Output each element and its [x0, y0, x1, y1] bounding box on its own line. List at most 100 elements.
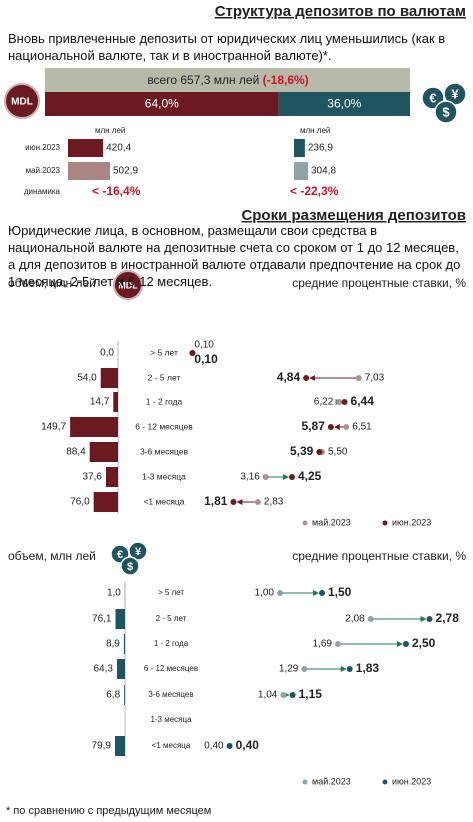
volume-bar: [100, 368, 118, 388]
rate-may-label: 0,10: [194, 340, 214, 351]
row-label: динамика: [24, 187, 61, 196]
rate-may-dot: [334, 641, 341, 647]
rate-may-dot: [367, 616, 374, 622]
section-text: Юридические лица, в основном, размещали …: [8, 223, 461, 289]
rate-may-label: 7,03: [365, 373, 385, 384]
rate-jun-label: 4,84: [277, 370, 301, 384]
share-label: 64,0%: [145, 97, 179, 111]
rate-jun-label: 5,87: [302, 419, 326, 433]
term-label: 6 - 12 месяцев: [144, 664, 198, 673]
term-label: 2 - 5 лет: [156, 614, 187, 623]
coin-symbol: $: [442, 104, 450, 119]
rate-jun-dot: [341, 399, 348, 405]
rate-may-label: 5,50: [328, 447, 348, 458]
volume-label: объем, млн лей: [8, 276, 96, 290]
rate-jun-dot: [346, 666, 353, 672]
volume-label: 54,0: [77, 373, 97, 384]
rate-jun-label: 0,10: [194, 352, 218, 366]
term-label: > 5 лет: [150, 347, 178, 357]
mdl-icon-text: MDL: [118, 280, 138, 290]
coin: [128, 541, 148, 561]
row-label: июн.2023: [25, 143, 60, 152]
legend-label: июн.2023: [392, 517, 431, 527]
rate-jun-label: 0,40: [236, 738, 260, 752]
value-label: 420,4: [106, 143, 131, 154]
volume-label: объем, млн лей: [8, 549, 96, 563]
legend-dot: [302, 520, 308, 526]
volume-label: 6,8: [106, 690, 120, 701]
rate-jun-label: 5,39: [290, 444, 314, 458]
rate-may-label: 2,08: [345, 614, 365, 625]
rate-may-label: 0,40: [204, 741, 224, 752]
rate-jun-label: 1,15: [299, 687, 323, 701]
coin-symbol: ¥: [135, 546, 142, 558]
intro: Вновь привлеченные депозиты от юридическ…: [8, 31, 446, 63]
rate-jun-label: 4,25: [298, 469, 322, 483]
volume-label: 149,7: [41, 422, 66, 433]
bar: [68, 139, 104, 157]
rate-jun-label: 1,81: [204, 494, 228, 508]
term-label: 2 - 5 лет: [148, 372, 181, 382]
rate-jun-dot: [303, 375, 310, 381]
rate-may-label: 1,69: [312, 639, 332, 650]
volume-bar: [115, 736, 125, 756]
volume-bar: [124, 685, 125, 705]
volume-label: 79,9: [92, 741, 112, 752]
rate-may-dot: [277, 590, 283, 596]
term-label: 6 - 12 месяцев: [135, 421, 193, 431]
volume-bar: [123, 634, 125, 654]
volume-bar: [93, 492, 118, 512]
rate-may-label: 3,16: [240, 472, 260, 483]
rate-may-dot: [254, 499, 261, 505]
volume-label: 1,0: [107, 588, 121, 599]
legend-label: май.2023: [312, 517, 351, 527]
rate-may-dot: [355, 375, 362, 381]
share-bar: [45, 92, 279, 116]
rate-may-dot: [262, 474, 269, 480]
rate-may-label: 1,00: [255, 588, 275, 599]
mdl-icon: [113, 270, 143, 300]
term-label: 1-3 месяца: [150, 715, 192, 724]
rate-may-dot: [343, 424, 350, 430]
volume-bar: [70, 417, 118, 437]
rate-may-label: 1,04: [258, 690, 278, 701]
section-title: Сроки размещения депозитов: [241, 207, 466, 224]
rate-jun-dot: [289, 692, 296, 698]
rate-jun-dot: [230, 499, 237, 505]
title: Структура депозитов по валютам: [215, 3, 466, 20]
row-label: май.2023: [26, 166, 61, 175]
rate-may-label: 6,51: [352, 422, 372, 433]
rate-jun-dot: [189, 350, 196, 356]
coin-symbol: $: [127, 561, 133, 573]
value-label: 502,9: [113, 166, 138, 177]
term-label: 1-3 месяца: [142, 471, 186, 481]
volume-label: 14,7: [90, 397, 110, 408]
rate-may-label: 6,22: [314, 397, 334, 408]
rates-label: средние процентные ставки, %: [292, 549, 466, 563]
currency-icon: € ¥ $: [110, 541, 148, 576]
coin: [434, 100, 458, 124]
legend-dot: [382, 779, 388, 785]
change-label: < -16,4%: [92, 184, 141, 198]
rate-jun-dot: [403, 641, 409, 647]
term-label: 1 - 2 года: [146, 396, 183, 406]
term-label: 3-6 месяцев: [140, 446, 189, 456]
total-label: всего 657,3 млн лей (-18,6%): [147, 73, 308, 87]
rate-jun-label: 1,50: [328, 585, 352, 599]
rate-may-label: 1,29: [279, 664, 299, 675]
volume-label: 76,0: [70, 497, 90, 508]
volume-label: 8,9: [106, 639, 120, 650]
term-label: 1 - 2 года: [154, 639, 189, 648]
volume-bar: [115, 609, 125, 629]
total-change: (-18,6%): [263, 73, 309, 87]
rate-jun-dot: [316, 449, 323, 455]
rate-jun-label: 6,44: [351, 394, 375, 408]
coin: [120, 556, 140, 576]
legend-label: май.2023: [312, 776, 351, 786]
share-label: 36,0%: [327, 97, 361, 111]
units: млн лей: [300, 126, 330, 135]
volume-bar: [89, 442, 118, 462]
volume-label: 76,1: [92, 614, 112, 625]
